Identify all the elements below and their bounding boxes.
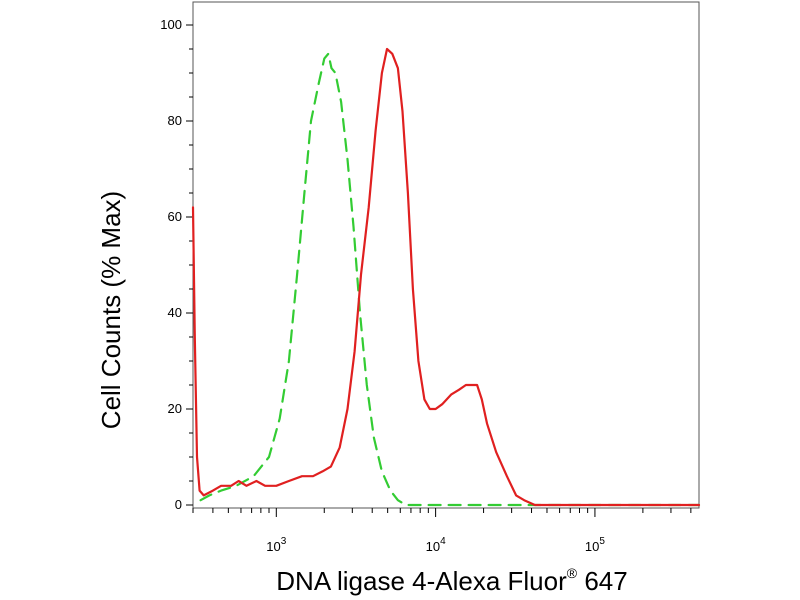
y-tick-label: 100 [160,17,182,32]
series-layer [191,47,701,507]
x-tick-label-base: 10 [426,539,440,554]
x-tick-label-exponent: 4 [440,536,446,547]
x-tick-label: 105 [585,536,605,554]
x-tick-label: 103 [266,536,286,554]
x-tick-label-base: 10 [266,539,280,554]
x-axis-title-main: DNA ligase 4-Alexa Fluor [276,566,567,596]
x-axis-title-space [577,566,584,596]
x-tick-label-exponent: 3 [281,536,287,547]
x-axis-title-superscript: ® [567,565,578,581]
sample-histogram-line [191,47,701,507]
plot-frame [192,1,700,509]
x-axis-title: DNA ligase 4-Alexa Fluor® 647 [276,565,627,596]
y-tick-label: 20 [168,401,182,416]
x-axis-title-suffix: 647 [584,566,627,596]
control-histogram-line [199,52,701,507]
y-tick-label: 0 [175,497,182,512]
x-tick-label-base: 10 [585,539,599,554]
plot-border [192,1,700,509]
y-axis: 0 20 40 60 80 100 [160,17,193,512]
x-tick-label: 104 [426,536,446,554]
y-tick-label: 80 [168,113,182,128]
x-tick-label-exponent: 5 [599,536,605,547]
x-axis: 103 104 105 [192,508,692,554]
y-axis-title: Cell Counts (% Max) [96,191,126,429]
y-tick-label: 60 [168,209,182,224]
y-tick-label: 40 [168,305,182,320]
